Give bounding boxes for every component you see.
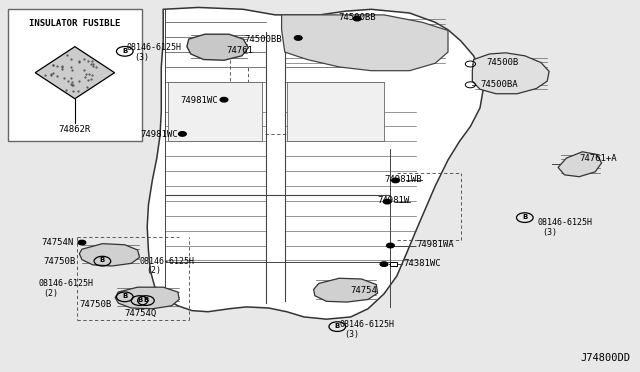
Text: 74862R: 74862R — [59, 125, 91, 134]
Text: INSULATOR FUSIBLE: INSULATOR FUSIBLE — [29, 19, 120, 28]
Circle shape — [383, 199, 391, 204]
Polygon shape — [168, 82, 262, 141]
Text: B: B — [122, 293, 127, 299]
Bar — [8, 9, 142, 141]
Circle shape — [387, 243, 394, 248]
Text: 08146-6125H: 08146-6125H — [126, 43, 181, 52]
Text: 08146-6125H: 08146-6125H — [38, 279, 93, 288]
Text: B: B — [143, 297, 148, 303]
Text: B: B — [522, 214, 527, 220]
Text: 74981WB: 74981WB — [385, 175, 422, 184]
Text: (3): (3) — [134, 53, 149, 62]
Circle shape — [380, 262, 388, 266]
Text: B: B — [122, 48, 127, 54]
Text: (2): (2) — [146, 266, 161, 275]
Polygon shape — [79, 244, 140, 266]
Text: 74981WA: 74981WA — [416, 240, 454, 249]
Text: 74754Q: 74754Q — [125, 309, 157, 318]
Bar — [390, 262, 397, 266]
Text: 74750B: 74750B — [44, 257, 76, 266]
Text: B: B — [137, 297, 142, 303]
Text: 74981W: 74981W — [378, 196, 410, 205]
Polygon shape — [35, 46, 115, 99]
Text: 74981WC: 74981WC — [140, 130, 178, 139]
Text: (3): (3) — [543, 228, 557, 237]
Text: 74761+A: 74761+A — [579, 154, 617, 163]
Text: J74800DD: J74800DD — [580, 353, 630, 363]
Text: B: B — [100, 257, 105, 263]
Polygon shape — [115, 287, 179, 309]
Polygon shape — [282, 15, 448, 71]
Text: 74381WC: 74381WC — [403, 259, 441, 268]
Text: 74500B: 74500B — [486, 58, 518, 67]
Text: 74754: 74754 — [351, 286, 378, 295]
Polygon shape — [187, 34, 248, 60]
Text: 08146-6125H: 08146-6125H — [140, 257, 195, 266]
Text: 74981WC: 74981WC — [180, 96, 218, 105]
Polygon shape — [472, 53, 549, 94]
Polygon shape — [147, 7, 483, 319]
Circle shape — [294, 36, 302, 40]
Text: 74754N: 74754N — [42, 238, 74, 247]
Text: 74750B: 74750B — [80, 300, 112, 309]
Polygon shape — [558, 152, 602, 177]
Circle shape — [392, 178, 399, 183]
Circle shape — [220, 97, 228, 102]
Text: 74500BB: 74500BB — [339, 13, 376, 22]
Text: B: B — [335, 323, 340, 329]
Text: 74500BA: 74500BA — [480, 80, 518, 89]
Circle shape — [179, 132, 186, 136]
Text: 74500BB: 74500BB — [244, 35, 282, 44]
Text: (2): (2) — [44, 289, 58, 298]
Text: 08146-6125H: 08146-6125H — [538, 218, 593, 227]
Circle shape — [353, 16, 361, 21]
Circle shape — [78, 240, 86, 245]
Text: 74761: 74761 — [226, 46, 253, 55]
Text: (3): (3) — [344, 330, 359, 339]
Text: 08146-6125H: 08146-6125H — [339, 320, 394, 329]
Polygon shape — [287, 82, 384, 141]
Polygon shape — [314, 278, 378, 302]
